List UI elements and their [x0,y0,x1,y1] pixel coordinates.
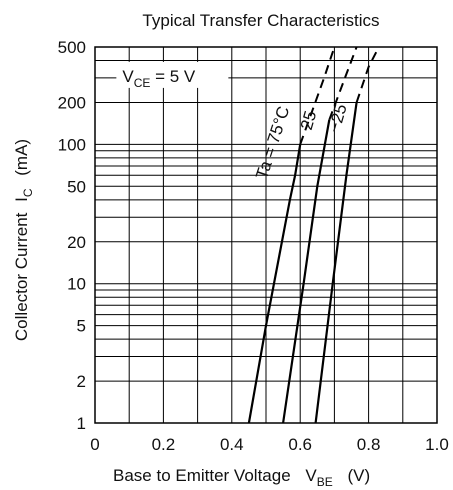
y-tick-label: 500 [58,38,86,57]
y-tick-label: 100 [58,135,86,154]
curve-dashed-0 [299,46,336,145]
x-tick-label: 1.0 [425,435,449,454]
series-label: 25 [297,109,320,132]
x-axis-symbol: V [305,466,317,485]
y-axis-title: Collector Current IC (mA) [12,139,36,341]
y-axis-symbol: I [12,197,31,202]
x-axis-title-main: Base to Emitter Voltage [113,466,291,485]
curve-solid-1 [282,119,331,424]
condition-label: VCE = 5 V [122,67,196,90]
x-axis-title: Base to Emitter Voltage VBE (V) [113,466,370,490]
y-tick-label: 5 [77,317,86,336]
x-tick-label: 0.2 [152,435,176,454]
y-tick-label: 200 [58,93,86,112]
x-axis-symbol-sub: BE [317,475,333,489]
curves [247,46,380,424]
curve-solid-2 [314,102,358,424]
curve-dashed-2 [355,46,380,103]
y-tick-label: 1 [77,414,86,433]
curve-solid-0 [247,144,302,424]
y-tick-label: 50 [67,177,86,196]
x-tick-label: 0.8 [357,435,381,454]
x-tick-label: 0.6 [288,435,312,454]
plot-frame [94,46,438,424]
chart-title: Typical Transfer Characteristics [142,11,379,30]
y-axis-symbol-sub: C [21,188,35,197]
x-tick-label: 0 [90,435,99,454]
y-tick-label: 20 [67,233,86,252]
y-tick-label: 2 [77,372,86,391]
y-axis-unit: (mA) [12,139,31,176]
y-axis-title-main: Collector Current [12,212,31,341]
x-tick-label: 0.4 [220,435,244,454]
condition-label-bg [116,61,229,88]
y-tick-label: 10 [67,275,86,294]
x-axis-unit: (V) [347,466,370,485]
curve-dashed-1 [328,46,358,121]
